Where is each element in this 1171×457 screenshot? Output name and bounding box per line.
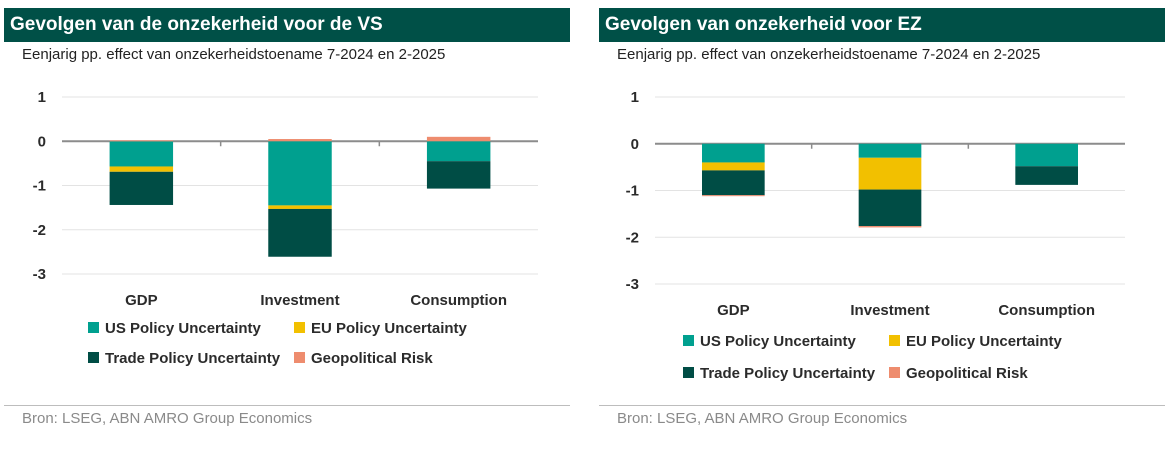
y-tick-label: -2 [33, 222, 46, 239]
chart-us: 1 0 -1 -2 -3 GDP Investment Consumption US Polic… [33, 89, 538, 367]
chart-title: Gevolgen van de onzekerheid voor de VS [4, 8, 570, 42]
panel-us: Gevolgen van de onzekerheid voor de VS E… [4, 8, 570, 448]
x-tick-label: Investment [260, 292, 339, 309]
x-tick-label: GDP [717, 302, 750, 319]
y-tick-label: -1 [626, 183, 639, 200]
bar-segment [1015, 166, 1078, 185]
legend-label: US Policy Uncertainty [105, 320, 262, 337]
y-tick-label: -3 [33, 266, 46, 283]
y-tick-label: -3 [626, 276, 639, 293]
chart-subtitle: Eenjarig pp. effect van onzekerheidstoen… [617, 46, 1041, 63]
bar-segment [268, 141, 332, 206]
y-tick-label: 1 [38, 89, 46, 106]
chart-ez: 1 0 -1 -2 -3 GDP Investment Consumption US Polic… [626, 89, 1125, 382]
y-tick-label: 0 [631, 136, 639, 153]
bar-segment [702, 170, 765, 196]
legend-label: Geopolitical Risk [906, 365, 1028, 382]
source-divider [599, 405, 1165, 406]
y-tick-label: 0 [38, 133, 46, 150]
y-tick-label: -1 [33, 178, 46, 195]
legend-label: Geopolitical Risk [311, 350, 433, 367]
legend-label: Trade Policy Uncertainty [700, 365, 876, 382]
source-note: Bron: LSEG, ABN AMRO Group Economics [617, 410, 908, 427]
bar-segment [858, 226, 922, 228]
legend-swatch [294, 352, 305, 363]
source-note: Bron: LSEG, ABN AMRO Group Economics [22, 410, 313, 427]
legend-swatch [683, 367, 694, 378]
bar-segment [268, 208, 332, 257]
x-tick-label: Investment [850, 302, 929, 319]
bar-segment [858, 189, 922, 227]
bar-segment [268, 205, 332, 209]
legend-swatch [88, 352, 99, 363]
legend-swatch [889, 367, 900, 378]
y-tick-label: -2 [626, 229, 639, 246]
bar-segment [702, 195, 765, 197]
bar-segment [702, 162, 765, 171]
legend-swatch [889, 335, 900, 346]
chart-subtitle: Eenjarig pp. effect van onzekerheidstoen… [22, 46, 446, 63]
bar-segment [426, 141, 491, 162]
chart-title: Gevolgen van onzekerheid voor EZ [599, 8, 1165, 42]
panel-ez: Gevolgen van onzekerheid voor EZ Eenjari… [599, 8, 1165, 448]
legend-swatch [294, 322, 305, 333]
bar-segment [109, 171, 174, 205]
legend-swatch [683, 335, 694, 346]
legend-label: US Policy Uncertainty [700, 333, 857, 350]
legend-label: Trade Policy Uncertainty [105, 350, 281, 367]
bar-segment [1015, 143, 1078, 167]
source-divider [4, 405, 570, 406]
bar-segment [426, 136, 491, 142]
legend-swatch [88, 322, 99, 333]
bar-segment [858, 143, 922, 158]
x-tick-label: GDP [125, 292, 158, 309]
bar-segment [109, 140, 174, 142]
x-tick-label: Consumption [998, 302, 1095, 319]
bar-segment [268, 139, 332, 142]
legend-label: EU Policy Uncertainty [311, 320, 468, 337]
bar-segment [426, 161, 491, 189]
bar-segment [109, 141, 174, 167]
legend-label: EU Policy Uncertainty [906, 333, 1063, 350]
bar-segment [109, 166, 174, 172]
y-tick-label: 1 [631, 89, 639, 106]
bar-segment [702, 143, 765, 163]
x-tick-label: Consumption [410, 292, 507, 309]
bar-segment [858, 157, 922, 190]
